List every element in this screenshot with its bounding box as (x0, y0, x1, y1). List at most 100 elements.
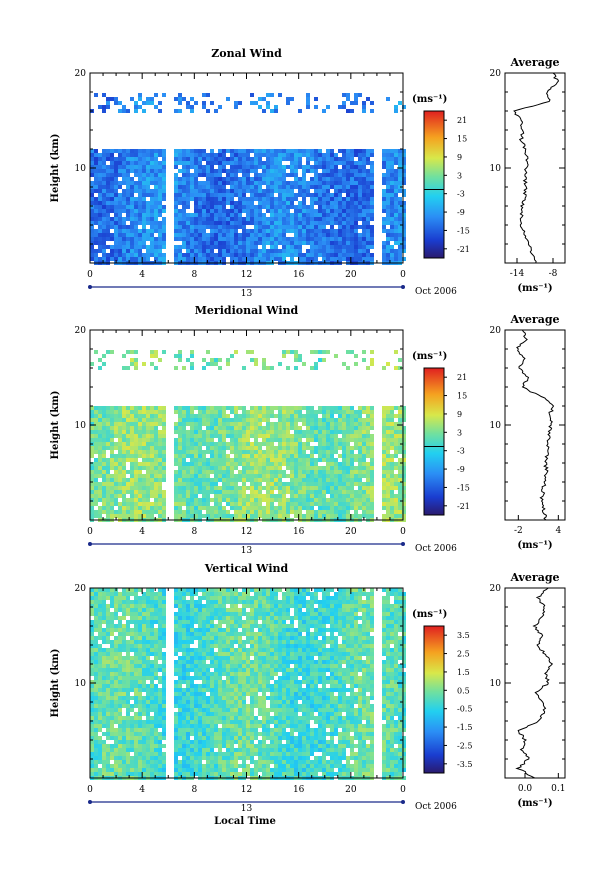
colorbar-tick-label: 1.5 (457, 668, 470, 677)
meridional-wind-panel: Meridional Wind 10 20 0 4 8 12 16 20 0 13 Oct 2006 H… (50, 304, 566, 556)
x-tick-label: 20 (345, 785, 357, 795)
colorbar-tick-label: -9 (457, 208, 465, 217)
average-title: Average (509, 571, 559, 584)
average-x-tick-label: 0.1 (551, 784, 565, 794)
x-tick-label: 20 (345, 270, 357, 280)
colorbar-tick-label: 15 (457, 135, 467, 144)
x-tick-label: 8 (191, 785, 197, 795)
y-tick-label: 20 (75, 584, 87, 594)
average-profile-line (515, 587, 554, 779)
panel-title: Zonal Wind (211, 47, 282, 60)
y-axis-label: Height (km) (50, 391, 61, 460)
colorbar-tick-label: 2.5 (457, 650, 470, 659)
colorbar-unit: (ms⁻¹) (412, 609, 447, 620)
zonal-wind-panel: Zonal Wind 10 20 0 4 8 12 16 20 0 13 Oct 2006 Height… (50, 47, 566, 299)
y-tick-label: 10 (75, 164, 87, 174)
colorbar-tick-label: -3.5 (457, 760, 472, 769)
colorbar-tick-label: -15 (457, 226, 470, 235)
average-x-tick-label: -2 (514, 526, 523, 536)
y-tick-label: 10 (75, 421, 87, 431)
x-tick-label: 16 (293, 270, 305, 280)
x-tick-label: 4 (139, 527, 145, 537)
heatmap-field (90, 588, 406, 780)
y-tick-label: 20 (75, 69, 87, 79)
average-y-tick-label: 10 (490, 164, 502, 174)
colorbar-tick-label: -21 (457, 502, 470, 511)
x-tick-label: 0 (87, 785, 93, 795)
colorbar-tick-label: -3 (457, 447, 465, 456)
colorbar-tick-label: 3 (457, 171, 462, 180)
x-tick-label: 4 (139, 785, 145, 795)
x-tick-label: 12 (241, 785, 252, 795)
y-tick-label: 20 (75, 326, 87, 336)
colorbar-tick-label: 3 (457, 428, 462, 437)
colorbar (423, 625, 445, 774)
date-label: Oct 2006 (415, 802, 457, 812)
x-tick-label: 16 (293, 527, 305, 537)
average-title: Average (509, 313, 559, 326)
average-profile-line (516, 329, 555, 521)
average-unit: (ms⁻¹) (517, 540, 552, 551)
day-label: 13 (241, 804, 253, 814)
x-tick-label: 20 (345, 527, 357, 537)
average-frame (504, 329, 566, 521)
x-tick-label: 0 (400, 527, 406, 537)
colorbar-tick-label: -15 (457, 483, 470, 492)
average-y-tick-label: 20 (490, 69, 502, 79)
date-label: Oct 2006 (415, 287, 457, 297)
average-unit: (ms⁻¹) (517, 283, 552, 294)
x-tick-label: 12 (241, 270, 252, 280)
colorbar-tick-label: -2.5 (457, 741, 472, 750)
average-frame (504, 72, 566, 264)
average-x-tick-label: 0.0 (518, 784, 533, 794)
average-x-tick-label: 4 (555, 526, 561, 536)
colorbar-tick-label: 0.5 (457, 686, 470, 695)
x-tick-label: 0 (400, 785, 406, 795)
heatmap-field (90, 93, 406, 265)
date-label: Oct 2006 (415, 544, 457, 554)
average-frame (504, 587, 566, 779)
colorbar-tick-label: -1.5 (457, 723, 472, 732)
x-tick-label: 12 (241, 527, 252, 537)
colorbar-tick-label: 15 (457, 392, 467, 401)
x-tick-label: 4 (139, 270, 145, 280)
panel-title: Meridional Wind (195, 304, 299, 317)
colorbar-tick-label: 21 (457, 373, 467, 382)
x-tick-label: 8 (191, 270, 197, 280)
average-profile-line (513, 72, 560, 264)
colorbar-unit: (ms⁻¹) (412, 94, 447, 105)
colorbar-tick-label: 21 (457, 116, 467, 125)
average-unit: (ms⁻¹) (517, 798, 552, 809)
x-tick-label: 16 (293, 785, 305, 795)
y-tick-label: 10 (75, 679, 87, 689)
x-tick-label: 0 (87, 270, 93, 280)
x-tick-label: 8 (191, 527, 197, 537)
average-x-tick-label: -14 (510, 269, 525, 279)
average-y-tick-label: 20 (490, 326, 502, 336)
x-tick-label: 0 (87, 527, 93, 537)
colorbar-tick-label: -21 (457, 245, 470, 254)
x-axis-label: Local Time (214, 816, 276, 827)
y-axis-label: Height (km) (50, 649, 61, 718)
colorbar-unit: (ms⁻¹) (412, 351, 447, 362)
average-title: Average (509, 56, 559, 69)
day-label: 13 (241, 289, 253, 299)
colorbar (423, 110, 445, 259)
colorbar-tick-label: -3 (457, 190, 465, 199)
colorbar-tick-label: 9 (457, 153, 462, 162)
day-label: 13 (241, 546, 253, 556)
average-y-tick-label: 10 (490, 679, 502, 689)
y-axis-label: Height (km) (50, 134, 61, 203)
colorbar-tick-label: -0.5 (457, 705, 472, 714)
average-x-tick-label: -8 (549, 269, 558, 279)
heatmap-field (90, 350, 406, 522)
colorbar-tick-label: -9 (457, 465, 465, 474)
x-tick-label: 0 (400, 270, 406, 280)
colorbar-tick-label: 3.5 (457, 631, 470, 640)
vertical-wind-panel: Vertical Wind 10 20 0 4 8 12 16 20 0 13 Oct 2006 Hei… (50, 562, 566, 814)
average-y-tick-label: 20 (490, 584, 502, 594)
average-y-tick-label: 10 (490, 421, 502, 431)
panel-title: Vertical Wind (204, 562, 289, 575)
colorbar-tick-label: 9 (457, 410, 462, 419)
